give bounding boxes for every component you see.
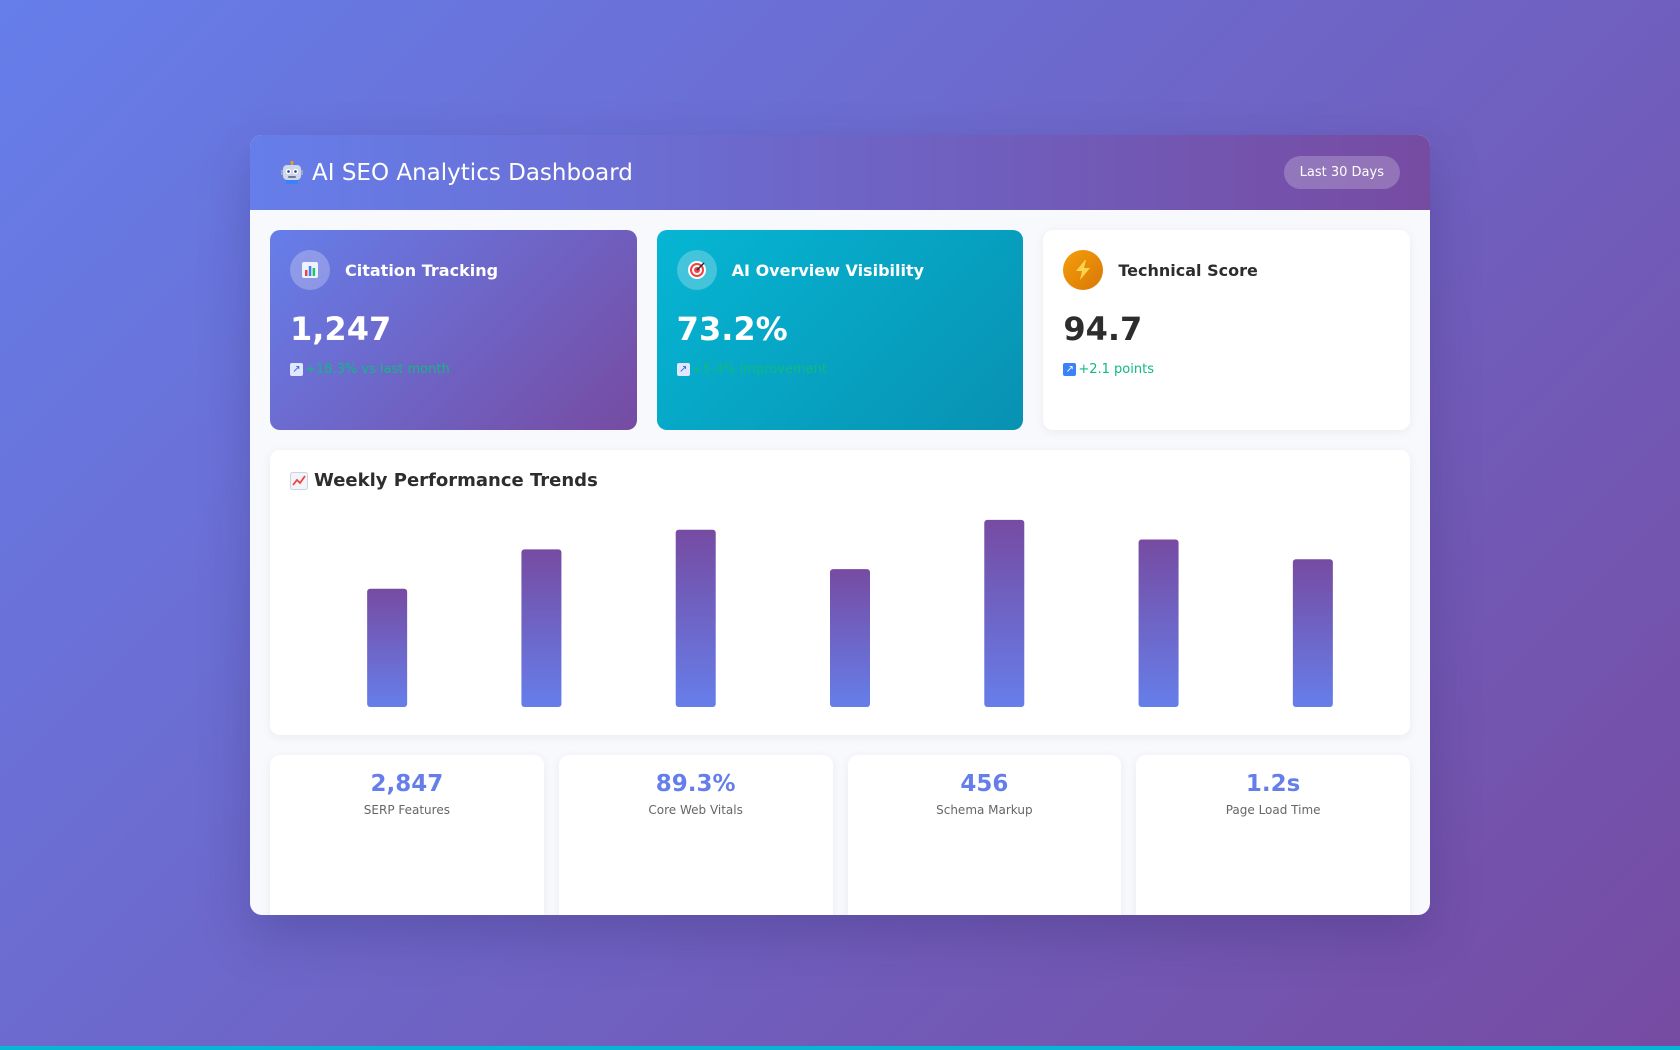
card-citation-tracking[interactable]: Citation Tracking 1,247 ↗ +18.3% vs last…	[270, 230, 637, 430]
card-change: ↗ +18.3% vs last month	[290, 362, 617, 377]
bar-chart-icon	[290, 250, 330, 290]
target-icon	[676, 250, 717, 290]
metric-cards: Citation Tracking 1,247 ↗ +18.3% vs last…	[250, 210, 1430, 430]
card-title: Citation Tracking	[345, 260, 499, 280]
stat-label: Schema Markup	[936, 803, 1033, 817]
robot-icon	[280, 160, 304, 185]
page-title: AI SEO Analytics Dashboard	[280, 160, 633, 186]
stat-value: 89.3%	[655, 771, 736, 797]
stat-value: 456	[960, 771, 1009, 797]
chart-bar-7	[1292, 559, 1333, 707]
chart-bar-5	[984, 519, 1025, 707]
chart-bar-1	[367, 588, 408, 707]
dashboard: AI SEO Analytics Dashboard Last 30 Days …	[250, 135, 1430, 915]
stat-schema-markup[interactable]: 456 Schema Markup	[847, 755, 1122, 915]
card-title: AI Overview Visibility	[731, 260, 925, 280]
lightning-icon	[1063, 250, 1104, 290]
stat-value: 1.2s	[1245, 771, 1301, 797]
chart-bar-6	[1138, 539, 1179, 707]
trending-up-icon	[290, 471, 308, 490]
stat-label: Core Web Vitals	[648, 803, 743, 817]
arrow-up-right-icon: ↗	[1063, 363, 1077, 376]
chart-bar-3	[675, 529, 716, 707]
stats-row: 2,847 SERP Features 89.3% Core Web Vital…	[250, 735, 1430, 915]
chart-bar-4	[830, 569, 870, 707]
date-range-button[interactable]: Last 30 Days	[1283, 156, 1400, 189]
chart-title: Weekly Performance Trends	[290, 470, 1390, 491]
card-value: 94.7	[1063, 310, 1143, 348]
card-value: 73.2%	[676, 310, 788, 348]
stat-core-web-vitals[interactable]: 89.3% Core Web Vitals	[558, 755, 833, 915]
card-ai-overview-visibility[interactable]: AI Overview Visibility 73.2% ↗ +5.4% imp…	[656, 230, 1024, 430]
card-technical-score[interactable]: Technical Score 94.7 ↗ +2.1 points	[1043, 230, 1411, 430]
card-change: ↗ +2.1 points	[1063, 362, 1390, 377]
dashboard-header: AI SEO Analytics Dashboard Last 30 Days	[250, 135, 1430, 210]
chart-title-text: Weekly Performance Trends	[314, 470, 598, 491]
bar-chart	[367, 519, 1333, 707]
stat-serp-features[interactable]: 2,847 SERP Features	[270, 755, 544, 915]
stat-label: SERP Features	[363, 803, 450, 817]
card-change-text: +5.4% improvement	[691, 362, 827, 377]
arrow-up-right-icon: ↗	[676, 363, 690, 376]
arrow-up-right-icon: ↗	[290, 363, 303, 376]
card-change: ↗ +5.4% improvement	[676, 362, 1004, 377]
weekly-performance-chart: Weekly Performance Trends	[270, 450, 1410, 735]
card-change-text: +2.1 points	[1078, 362, 1154, 377]
stat-page-load-time[interactable]: 1.2s Page Load Time	[1136, 755, 1410, 915]
stat-label: Page Load Time	[1225, 803, 1321, 817]
card-title: Technical Score	[1118, 260, 1258, 280]
stat-value: 2,847	[370, 771, 444, 797]
card-value: 1,247	[290, 310, 392, 348]
card-change-text: +18.3% vs last month	[305, 362, 450, 377]
bottom-accent-bar	[0, 1046, 1680, 1050]
chart-bar-2	[521, 549, 562, 707]
header-title-text: AI SEO Analytics Dashboard	[312, 159, 633, 186]
